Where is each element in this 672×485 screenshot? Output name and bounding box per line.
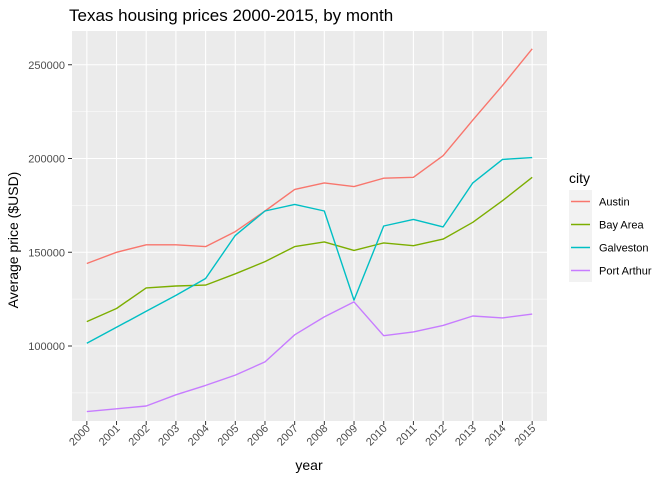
legend-item-port-arthur: Port Arthur <box>569 259 652 282</box>
legend: city Austin Bay Area Galveston Port Arthur <box>569 170 652 282</box>
series-lines <box>86 48 533 413</box>
x-tick-label: 2001 <box>97 423 123 449</box>
y-axis: 100000 150000 200000 250000 <box>28 60 72 353</box>
x-tick-label: 2010 <box>364 423 390 449</box>
x-tick-label: 2012 <box>423 423 449 449</box>
x-axis: 2000 2001 2002 2003 2004 2005 2006 2007 2008 2009… <box>67 421 538 448</box>
legend-label: Bay Area <box>599 220 645 232</box>
x-tick-label: 2008 <box>305 423 331 449</box>
x-tick-label: 2009 <box>334 423 360 449</box>
legend-label: Austin <box>599 197 630 209</box>
y-tick-label: 100000 <box>28 341 65 353</box>
legend-item-galveston: Galveston <box>569 236 649 259</box>
grid-minor <box>72 111 547 394</box>
legend-item-bay-area: Bay Area <box>569 213 645 236</box>
x-tick-label: 2014 <box>483 423 509 449</box>
x-tick-label: 2011 <box>394 423 419 448</box>
plot-panel <box>72 31 547 421</box>
x-tick-label: 2004 <box>186 423 212 449</box>
x-tick-label: 2007 <box>275 423 301 449</box>
x-tick-label: 2003 <box>156 423 182 449</box>
legend-label: Galveston <box>599 243 649 255</box>
legend-label: Port Arthur <box>599 266 652 278</box>
y-tick-label: 150000 <box>28 247 65 259</box>
x-tick-label: 2005 <box>216 423 242 449</box>
x-tick-label: 2013 <box>453 423 479 449</box>
series-line-galveston <box>86 156 533 344</box>
series-line-port-arthur <box>86 301 533 413</box>
x-tick-label: 2002 <box>127 423 153 449</box>
chart-title: Texas housing prices 2000-2015, by month <box>69 6 393 25</box>
x-tick-label: 2000 <box>67 423 93 449</box>
x-tick-label: 2006 <box>245 423 271 449</box>
series-line-austin <box>86 48 533 265</box>
grid-major <box>72 31 547 421</box>
legend-title: city <box>569 170 590 186</box>
x-axis-title: year <box>295 457 323 473</box>
y-axis-title: Average price ($USD) <box>5 172 21 309</box>
y-tick-label: 200000 <box>28 154 65 166</box>
x-tick-label: 2015 <box>512 423 538 449</box>
series-line-bay-area <box>86 176 533 323</box>
y-tick-label: 250000 <box>28 60 65 72</box>
legend-item-austin: Austin <box>569 190 630 213</box>
